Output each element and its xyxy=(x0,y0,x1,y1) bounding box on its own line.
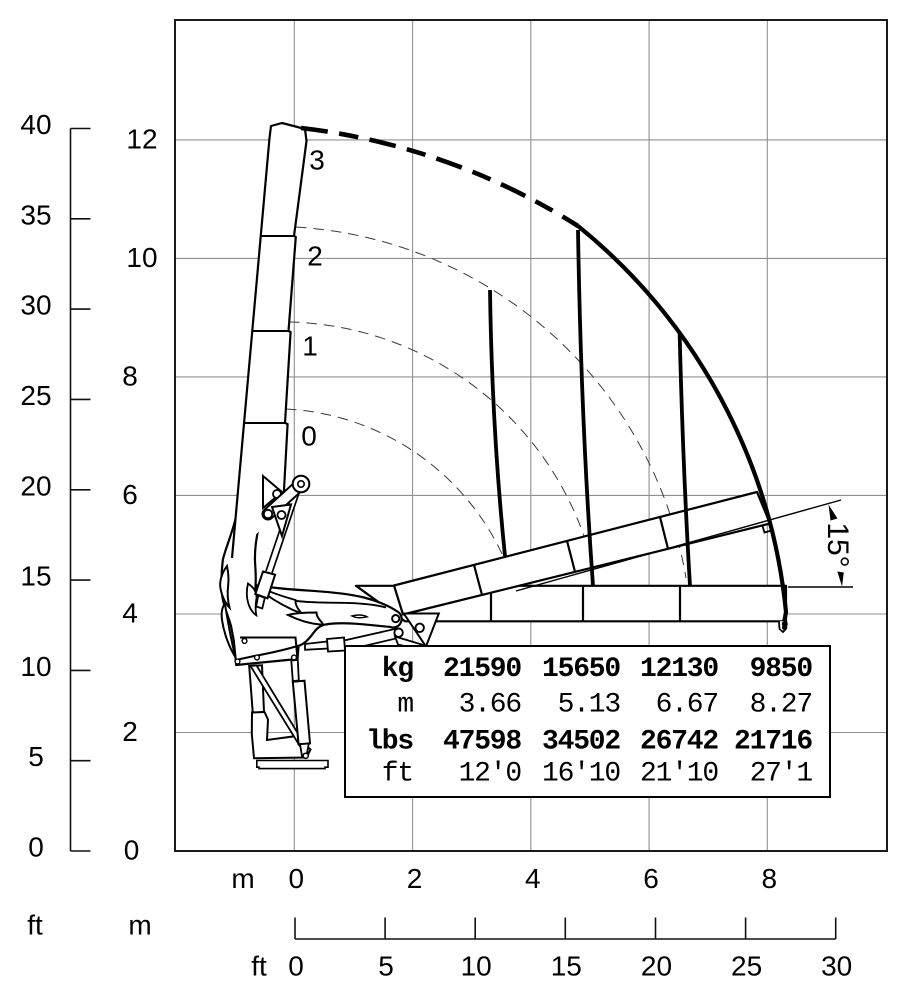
svg-text:ft: ft xyxy=(251,951,267,982)
svg-text:47598: 47598 xyxy=(443,727,521,758)
svg-text:20: 20 xyxy=(20,470,51,501)
svg-text:8: 8 xyxy=(762,863,778,894)
svg-text:21716: 21716 xyxy=(734,727,812,758)
svg-text:26742: 26742 xyxy=(640,727,718,758)
svg-text:25: 25 xyxy=(20,380,51,411)
svg-text:8: 8 xyxy=(122,360,138,391)
svg-text:27'1: 27'1 xyxy=(750,759,813,790)
svg-text:kg: kg xyxy=(382,654,414,685)
svg-text:6: 6 xyxy=(643,863,659,894)
svg-text:15: 15 xyxy=(20,561,51,592)
svg-text:10: 10 xyxy=(461,951,492,982)
svg-text:0: 0 xyxy=(301,421,317,452)
svg-text:40: 40 xyxy=(20,109,51,140)
svg-text:5.13: 5.13 xyxy=(558,690,621,721)
svg-text:21'10: 21'10 xyxy=(640,759,718,790)
svg-text:15: 15 xyxy=(551,951,582,982)
svg-text:5: 5 xyxy=(28,741,44,772)
svg-text:0: 0 xyxy=(28,832,44,863)
svg-text:35: 35 xyxy=(20,199,51,230)
svg-text:3.66: 3.66 xyxy=(459,690,521,721)
svg-text:ft: ft xyxy=(382,759,413,790)
svg-text:10: 10 xyxy=(20,651,51,682)
svg-text:0: 0 xyxy=(288,951,304,982)
svg-text:6: 6 xyxy=(122,479,138,510)
svg-text:4: 4 xyxy=(525,863,541,894)
svg-text:5: 5 xyxy=(378,951,394,982)
svg-text:m: m xyxy=(128,910,151,941)
svg-text:2: 2 xyxy=(122,716,138,747)
svg-text:30: 30 xyxy=(20,290,51,321)
svg-text:m: m xyxy=(231,863,254,894)
svg-text:6.67: 6.67 xyxy=(656,690,718,721)
svg-text:34502: 34502 xyxy=(542,727,620,758)
svg-text:0: 0 xyxy=(289,863,305,894)
svg-text:m: m xyxy=(397,690,413,721)
svg-text:20: 20 xyxy=(641,951,672,982)
svg-text:ft: ft xyxy=(27,910,43,941)
svg-text:2: 2 xyxy=(407,863,423,894)
svg-text:12: 12 xyxy=(126,123,157,154)
svg-text:0: 0 xyxy=(124,835,140,866)
svg-text:21590: 21590 xyxy=(443,654,521,685)
svg-text:16'10: 16'10 xyxy=(542,759,620,790)
svg-text:30: 30 xyxy=(821,951,852,982)
svg-text:1: 1 xyxy=(302,331,318,362)
svg-text:12130: 12130 xyxy=(640,654,718,685)
svg-text:12'0: 12'0 xyxy=(459,759,522,790)
svg-text:15650: 15650 xyxy=(542,654,620,685)
svg-text:lbs: lbs xyxy=(366,727,413,758)
svg-text:25: 25 xyxy=(731,951,762,982)
svg-text:9850: 9850 xyxy=(750,654,813,685)
svg-text:3: 3 xyxy=(309,145,325,176)
svg-text:15°: 15° xyxy=(821,522,854,567)
svg-text:10: 10 xyxy=(126,242,157,273)
svg-text:8.27: 8.27 xyxy=(750,690,812,721)
svg-text:2: 2 xyxy=(307,241,323,272)
svg-text:4: 4 xyxy=(122,598,138,629)
